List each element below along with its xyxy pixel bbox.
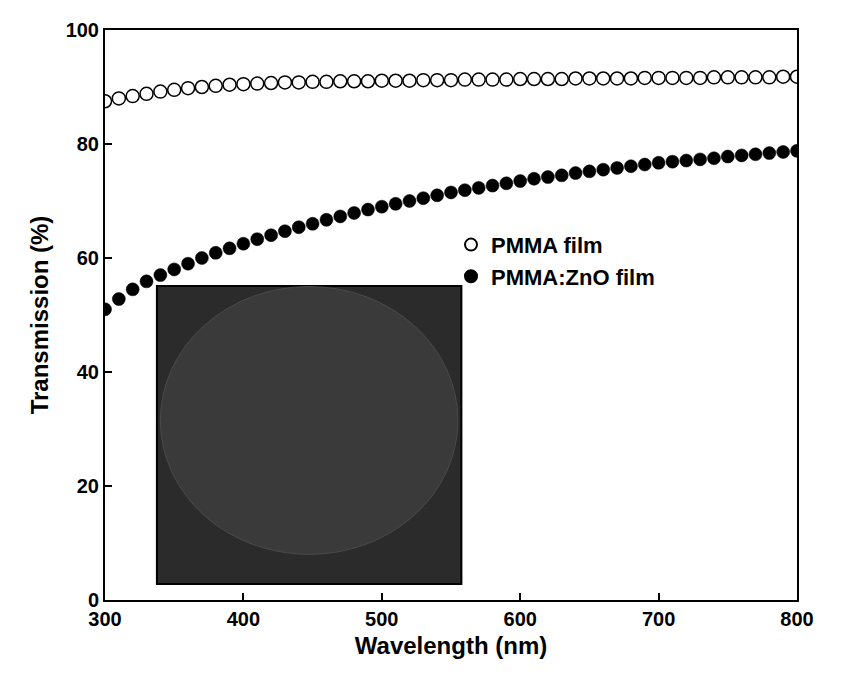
- svg-text:Transmission (%): Transmission (%): [26, 216, 53, 415]
- svg-text:PMMA film: PMMA film: [491, 233, 603, 258]
- svg-text:800: 800: [780, 608, 813, 630]
- svg-text:60: 60: [77, 247, 99, 269]
- svg-text:100: 100: [66, 19, 99, 41]
- svg-text:Wavelength (nm): Wavelength (nm): [355, 632, 547, 659]
- svg-text:PMMA:ZnO film: PMMA:ZnO film: [491, 265, 655, 290]
- svg-text:300: 300: [88, 608, 121, 630]
- svg-text:20: 20: [77, 475, 99, 497]
- svg-text:500: 500: [365, 608, 398, 630]
- svg-text:400: 400: [227, 608, 260, 630]
- svg-text:80: 80: [77, 133, 99, 155]
- svg-text:0: 0: [88, 589, 99, 611]
- svg-text:40: 40: [77, 361, 99, 383]
- svg-text:700: 700: [642, 608, 675, 630]
- svg-text:600: 600: [504, 608, 537, 630]
